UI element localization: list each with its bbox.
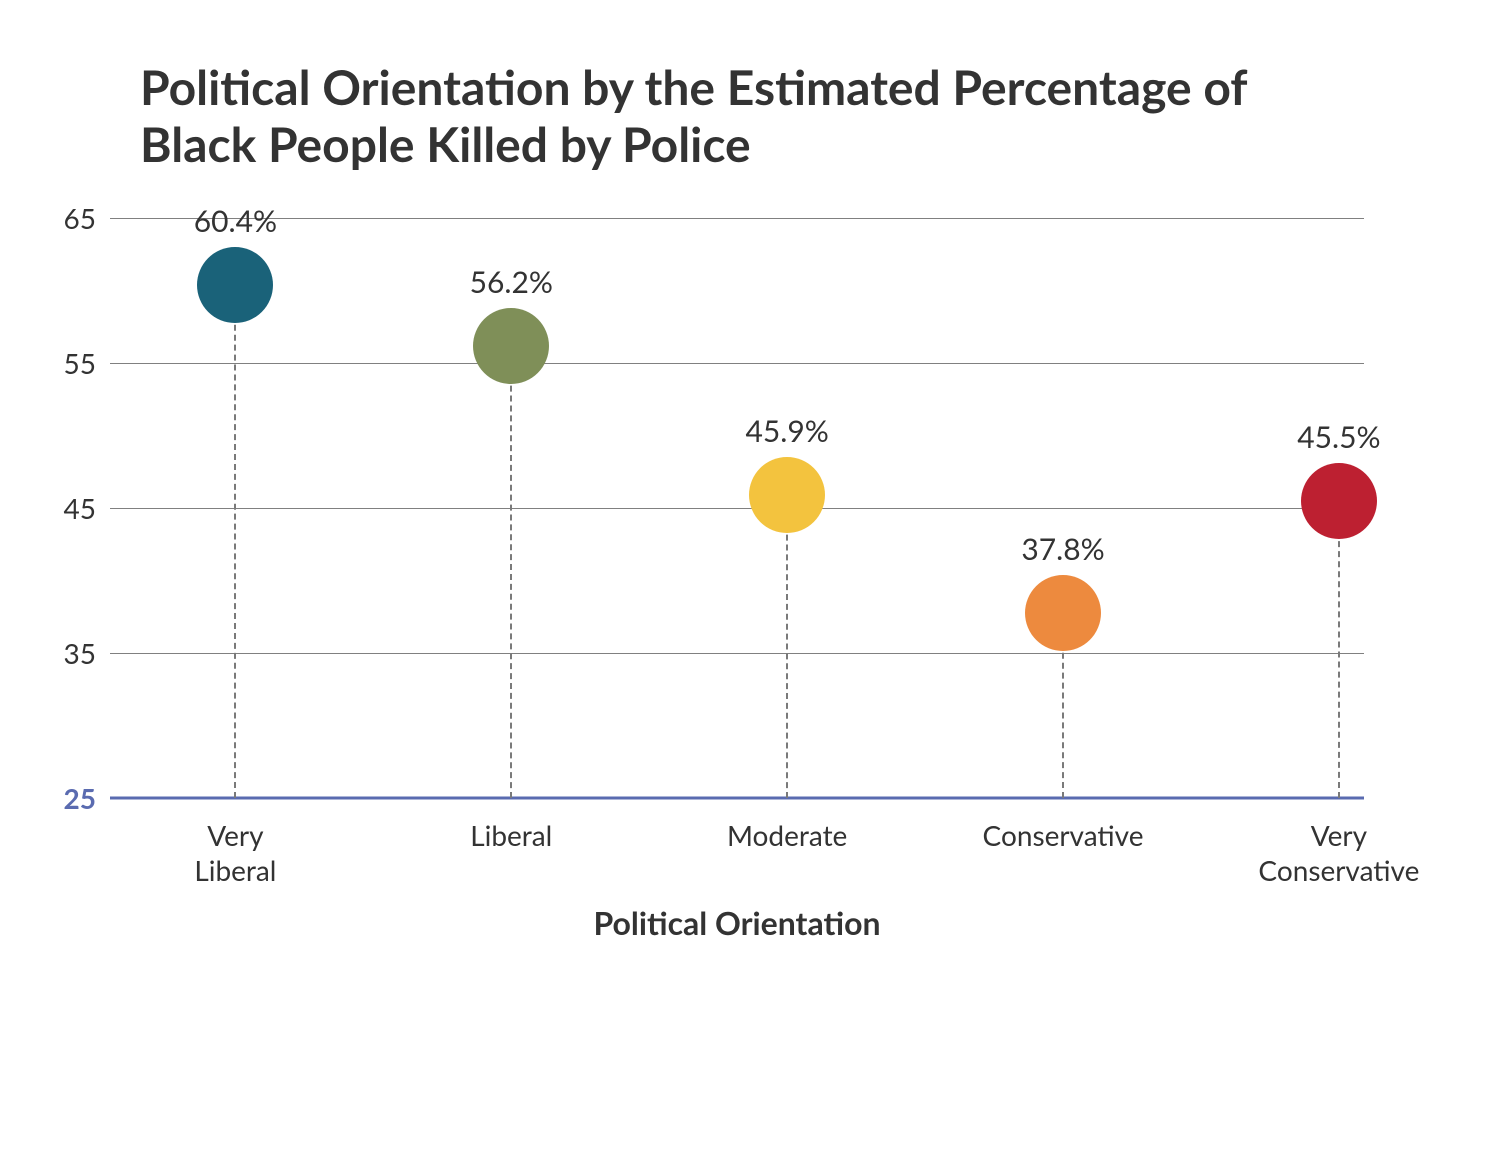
y-tick-label: 35 xyxy=(64,636,110,670)
grid-line xyxy=(110,508,1364,509)
y-tick-label: 25 xyxy=(64,781,110,815)
lollipop-marker xyxy=(473,308,549,384)
value-label: 56.2% xyxy=(470,264,553,300)
value-label: 60.4% xyxy=(194,203,277,239)
lollipop-stem xyxy=(786,495,788,798)
chart-title: Political Orientation by the Estimated P… xyxy=(140,60,1364,173)
value-label: 45.9% xyxy=(745,413,828,449)
lollipop-stem xyxy=(234,285,236,798)
value-label: 45.5% xyxy=(1297,419,1380,455)
baseline-line xyxy=(110,797,1364,800)
y-tick-label: 55 xyxy=(64,346,110,380)
x-tick-label: Liberal xyxy=(470,818,552,853)
lollipop-stem xyxy=(510,346,512,798)
y-tick-label: 65 xyxy=(64,201,110,235)
plot-area: 253545556560.4%Very Liberal56.2%Liberal4… xyxy=(110,218,1364,798)
value-label: 37.8% xyxy=(1021,531,1104,567)
lollipop-marker xyxy=(197,247,273,323)
grid-line xyxy=(110,218,1364,219)
x-tick-label: Conservative xyxy=(983,818,1144,853)
lollipop-marker xyxy=(1301,463,1377,539)
grid-line xyxy=(110,653,1364,654)
lollipop-marker xyxy=(749,457,825,533)
x-axis-title: Political Orientation xyxy=(593,903,880,942)
lollipop-stem xyxy=(1338,501,1340,798)
grid-line xyxy=(110,363,1364,364)
x-tick-label: Moderate xyxy=(727,818,847,853)
x-tick-label: Very Conservative xyxy=(1258,818,1419,888)
x-tick-label: Very Liberal xyxy=(194,818,276,888)
lollipop-marker xyxy=(1025,575,1101,651)
y-tick-label: 45 xyxy=(64,491,110,525)
chart-container: Political Orientation by the Estimated P… xyxy=(0,0,1504,1158)
